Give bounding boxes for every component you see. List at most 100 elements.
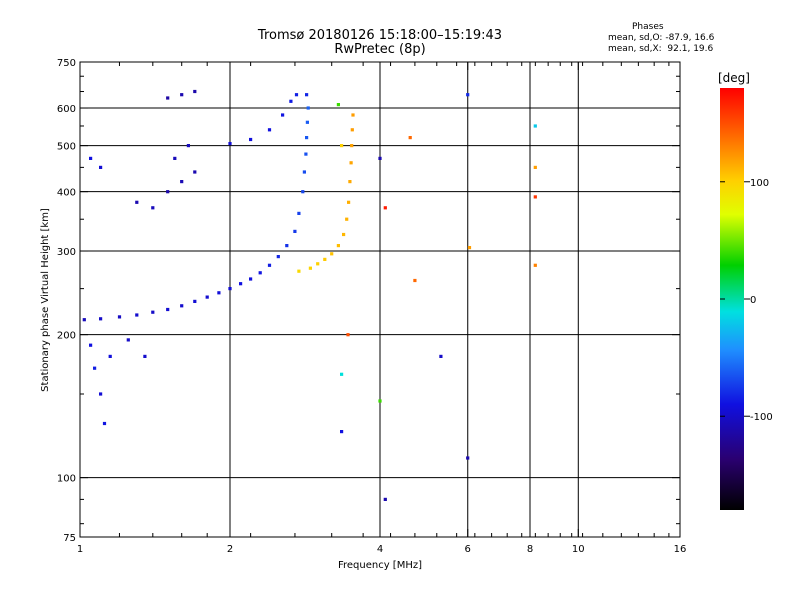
data-point: [340, 372, 344, 376]
data-point: [249, 277, 253, 281]
data-point: [228, 287, 232, 291]
x-tick-label: 8: [527, 544, 533, 555]
data-point: [108, 354, 112, 358]
data-point: [281, 113, 285, 117]
data-point: [340, 430, 344, 434]
data-point: [193, 299, 197, 303]
data-point: [166, 96, 170, 100]
x-tick-label: 10: [572, 544, 585, 555]
plot-title: Tromsø 20180126 15:18:00–15:19:43: [257, 28, 503, 43]
data-point: [304, 152, 308, 156]
phases-heading: Phases: [632, 22, 664, 32]
data-point: [135, 200, 139, 204]
data-point: [180, 93, 184, 97]
data-point: [467, 246, 472, 250]
data-point: [126, 338, 130, 342]
data-point: [151, 206, 155, 210]
data-point: [378, 156, 382, 160]
data-point: [306, 106, 310, 110]
colorbar-tick-label: -100: [750, 412, 773, 423]
data-point: [173, 156, 177, 160]
y-tick-label: 300: [57, 247, 76, 258]
data-point: [305, 136, 309, 140]
data-point: [533, 124, 537, 128]
data-point: [439, 354, 443, 358]
axis-ticks: [79, 61, 681, 538]
colorbar-tick-label: 0: [750, 295, 756, 306]
data-point: [180, 180, 184, 184]
data-point: [82, 318, 86, 322]
data-point: [143, 354, 147, 358]
data-point: [302, 170, 306, 174]
y-tick-label: 200: [57, 331, 76, 342]
axis-tick-labels: 1 2 4 6 8 10 16 75 100 200 300 400 500 600 750: [57, 58, 686, 555]
x-tick-label: 1: [77, 544, 83, 555]
data-point: [330, 252, 334, 256]
data-point: [297, 211, 301, 215]
data-point: [249, 137, 253, 142]
data-point: [383, 497, 387, 501]
data-point: [89, 343, 93, 347]
data-point: [346, 333, 350, 337]
data-point: [228, 142, 232, 146]
y-axis-label: Stationary phase Virtual Height [km]: [40, 208, 51, 392]
data-point: [99, 392, 103, 396]
data-point: [205, 295, 209, 299]
x-tick-label: 6: [465, 544, 471, 555]
data-point: [217, 291, 221, 295]
data-point: [466, 93, 470, 97]
data-point: [293, 229, 297, 233]
data-point: [340, 144, 344, 148]
data-point: [413, 278, 417, 283]
data-point: [297, 269, 301, 273]
data-point: [276, 255, 280, 259]
data-point: [285, 244, 289, 248]
data-point: [342, 232, 346, 237]
x-tick-label: 16: [674, 544, 687, 555]
data-point: [102, 421, 107, 426]
data-point: [239, 282, 243, 286]
data-point: [294, 93, 299, 97]
data-point: [323, 257, 327, 261]
data-point: [383, 206, 387, 210]
colorbar-ticks: 100 0 -100: [720, 178, 773, 423]
data-point: [305, 120, 309, 124]
data-point: [336, 244, 340, 248]
data-point: [89, 156, 93, 160]
data-point: [180, 304, 184, 308]
data-point: [99, 317, 103, 321]
data-point: [466, 456, 470, 460]
data-point: [166, 190, 170, 194]
y-tick-label: 100: [57, 474, 76, 485]
x-tick-label: 2: [227, 544, 233, 555]
y-tick-label: 750: [57, 58, 76, 69]
y-tick-label: 75: [63, 533, 76, 544]
data-point: [166, 307, 170, 312]
data-point: [345, 217, 349, 221]
data-point: [301, 190, 305, 194]
data-point: [305, 93, 309, 97]
data-point: [258, 271, 262, 275]
x-tick-label: 4: [377, 544, 383, 555]
data-point: [308, 266, 312, 270]
data-point: [316, 262, 320, 266]
phases-o-stats: mean, sd,O: -87.9, 16.6: [608, 33, 715, 43]
colorbar-tick-label: 100: [750, 178, 769, 189]
data-point: [533, 263, 537, 267]
data-point: [378, 399, 382, 403]
data-point: [93, 366, 97, 370]
data-point: [117, 315, 122, 319]
data-point: [289, 99, 293, 103]
y-tick-label: 500: [57, 142, 76, 153]
data-point: [135, 313, 139, 317]
y-tick-label: 600: [57, 104, 76, 115]
y-tick-label: 400: [57, 188, 76, 199]
plot-subtitle: RwPretec (8p): [334, 42, 426, 57]
data-point: [408, 136, 412, 140]
data-point: [267, 263, 272, 267]
data-point: [151, 310, 155, 314]
colorbar-label: [deg]: [718, 71, 750, 85]
grid-lines: [80, 62, 680, 537]
data-point: [350, 144, 354, 148]
